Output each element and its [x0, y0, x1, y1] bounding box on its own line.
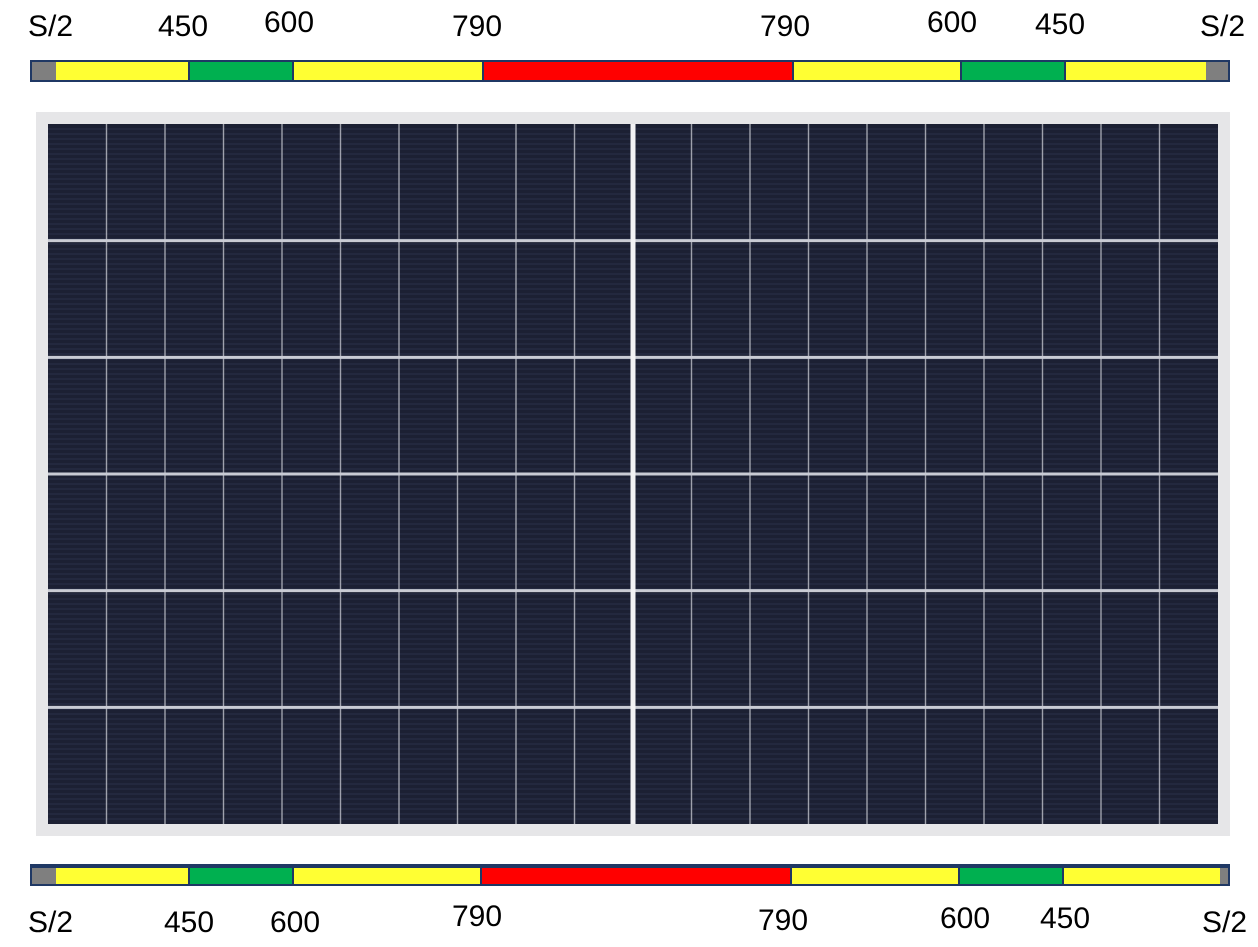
bottom-rail-right-green-zone [958, 868, 1064, 884]
top-rail-right-green-zone [960, 62, 1066, 80]
top-label-right-end: S/2 [1200, 10, 1246, 43]
top-rail-red-zone [482, 62, 794, 80]
bottom-label-left-600: 600 [270, 906, 321, 939]
bottom-label-right-790: 790 [758, 904, 809, 937]
bottom-mounting-rail [30, 864, 1230, 886]
top-label-right-790: 790 [760, 10, 811, 43]
bottom-rail-right-yellow-zone [1064, 868, 1220, 884]
top-label-right-450: 450 [1035, 8, 1086, 41]
top-rail-right-yellow-zone [1066, 62, 1206, 80]
top-rail-left-yellow-inner-zone [294, 62, 482, 80]
bottom-label-right-end: S/2 [1202, 906, 1248, 939]
solar-panel [36, 112, 1230, 836]
top-rail-left-end-cap [32, 62, 56, 80]
bottom-rail-left-green-zone [188, 868, 294, 884]
bottom-rail-red-zone [480, 868, 792, 884]
bottom-label-left-end: S/2 [28, 906, 74, 939]
top-rail-left-green-zone [188, 62, 294, 80]
top-rail-left-yellow-zone [56, 62, 188, 80]
bottom-label-left-450: 450 [164, 906, 215, 939]
top-label-left-790: 790 [452, 10, 503, 43]
bottom-rail-left-end-cap [32, 868, 56, 884]
top-label-left-end: S/2 [28, 10, 74, 43]
top-rail-right-end-cap [1206, 62, 1228, 80]
top-rail-right-yellow-inner-zone [794, 62, 960, 80]
top-label-left-450: 450 [158, 10, 209, 43]
bottom-rail-left-yellow-zone [56, 868, 188, 884]
top-label-left-600: 600 [264, 6, 315, 39]
bottom-rail-right-yellow-inner-zone [792, 868, 958, 884]
solar-panel-cells [36, 112, 1230, 836]
top-label-right-600: 600 [927, 6, 978, 39]
bottom-label-right-600: 600 [940, 902, 991, 935]
bottom-rail-right-end-cap [1220, 868, 1228, 884]
bottom-rail-left-yellow-inner-zone [294, 868, 480, 884]
bottom-label-right-450: 450 [1040, 902, 1091, 935]
top-mounting-rail [30, 60, 1230, 82]
bottom-label-left-790: 790 [452, 900, 503, 933]
